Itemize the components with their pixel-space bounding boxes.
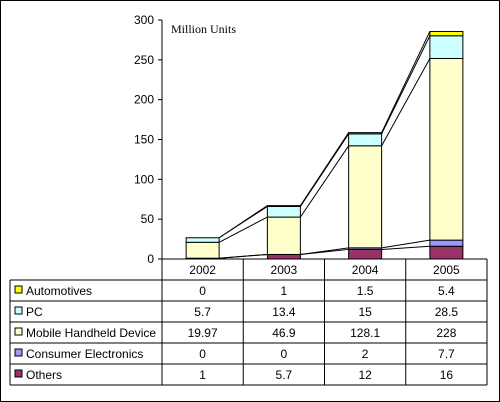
y-tick-label: 0	[147, 252, 154, 266]
table-cell-value: 19.97	[188, 326, 218, 340]
y-tick-label: 150	[134, 133, 154, 147]
bar-segment-pc	[185, 237, 220, 243]
x-tick-label: 2004	[352, 263, 379, 277]
series-connector-line	[381, 245, 430, 250]
table-cell-value: 28.5	[435, 305, 459, 319]
bar-segment-mobile-handheld-device	[429, 57, 464, 241]
y-tick-label: 50	[141, 212, 155, 226]
table-cell-value: 1.5	[357, 284, 374, 298]
y-tick-label: 250	[134, 53, 154, 67]
table-cell-value: 1	[199, 368, 206, 382]
bar-segment-mobile-handheld-device	[185, 241, 220, 259]
table-cell-value: 2	[362, 347, 369, 361]
table-cell-value: 0	[199, 284, 206, 298]
y-tick-label: 200	[134, 93, 154, 107]
table-cell-value: 16	[440, 368, 454, 382]
legend-label-others: Others	[26, 368, 62, 382]
legend-key-mobile-handheld-device	[14, 327, 23, 336]
table-cell-value: 13.4	[272, 305, 296, 319]
x-tick-label: 2002	[189, 263, 216, 277]
x-tick-label: 2005	[433, 263, 460, 277]
x-tick-label: 2003	[271, 263, 298, 277]
bar-segment-pc	[429, 35, 464, 59]
series-connector-line	[219, 253, 268, 259]
series-connector-line	[299, 132, 350, 206]
bar-segment-automotives	[348, 132, 383, 135]
table-cell-value: 15	[358, 305, 372, 319]
bar-segment-mobile-handheld-device	[348, 145, 383, 249]
legend-label-consumer-electronics: Consumer Electronics	[26, 347, 143, 361]
series-connector-line	[381, 31, 431, 133]
legend-label-automotives: Automotives	[26, 284, 92, 298]
table-cell-value: 228	[436, 326, 456, 340]
table-cell-value: 7.7	[438, 347, 455, 361]
bar-segment-pc	[266, 205, 301, 218]
legend-label-mobile-handheld-device: Mobile Handheld Device	[26, 326, 156, 340]
bar-segment-others	[348, 248, 383, 260]
series-connector-line	[300, 247, 349, 255]
bar-segment-automotives	[266, 205, 301, 207]
table-cell-value: 12	[358, 368, 372, 382]
table-cell-value: 128.1	[350, 326, 380, 340]
data-table: 2002 2003 2004 2005 Automotives 0 1 1.5 5.4 PC 5.7…	[9, 259, 488, 386]
table-cell-value: 46.9	[272, 326, 296, 340]
y-tick-label: 100	[134, 172, 154, 186]
bar-segment-pc	[348, 133, 383, 147]
table-cell-value: 5.7	[276, 368, 293, 382]
legend-key-pc	[14, 306, 23, 315]
table-cell-value: 5.4	[438, 284, 455, 298]
series-connector-line	[218, 216, 268, 243]
series-connector-line	[218, 205, 268, 239]
bar-segment-mobile-handheld-device	[266, 216, 301, 255]
series-connector-line	[381, 239, 430, 249]
bar-segment-others	[429, 245, 464, 260]
table-cell-value: 0	[281, 347, 288, 361]
plot-area: 0 50 100 150 200 250 300	[134, 13, 487, 266]
table-cell-value: 1	[281, 284, 288, 298]
bar-segment-consumer-electronics	[429, 239, 464, 247]
series-connector-line	[299, 145, 350, 218]
y-tick-label: 300	[134, 13, 154, 27]
legend-key-automotives	[14, 285, 23, 294]
bar-segment-others	[266, 253, 301, 260]
series-connector-line	[381, 35, 431, 135]
table-cell-value: 5.7	[194, 305, 211, 319]
legend-key-consumer-electronics	[14, 348, 23, 357]
series-connector-line	[381, 58, 431, 147]
legend-label-pc: PC	[26, 305, 43, 319]
bar-segment-automotives	[429, 30, 464, 37]
table-cell-value: 0	[199, 347, 206, 361]
unit-label: Million Units	[171, 22, 236, 36]
legend-key-others	[14, 369, 23, 378]
